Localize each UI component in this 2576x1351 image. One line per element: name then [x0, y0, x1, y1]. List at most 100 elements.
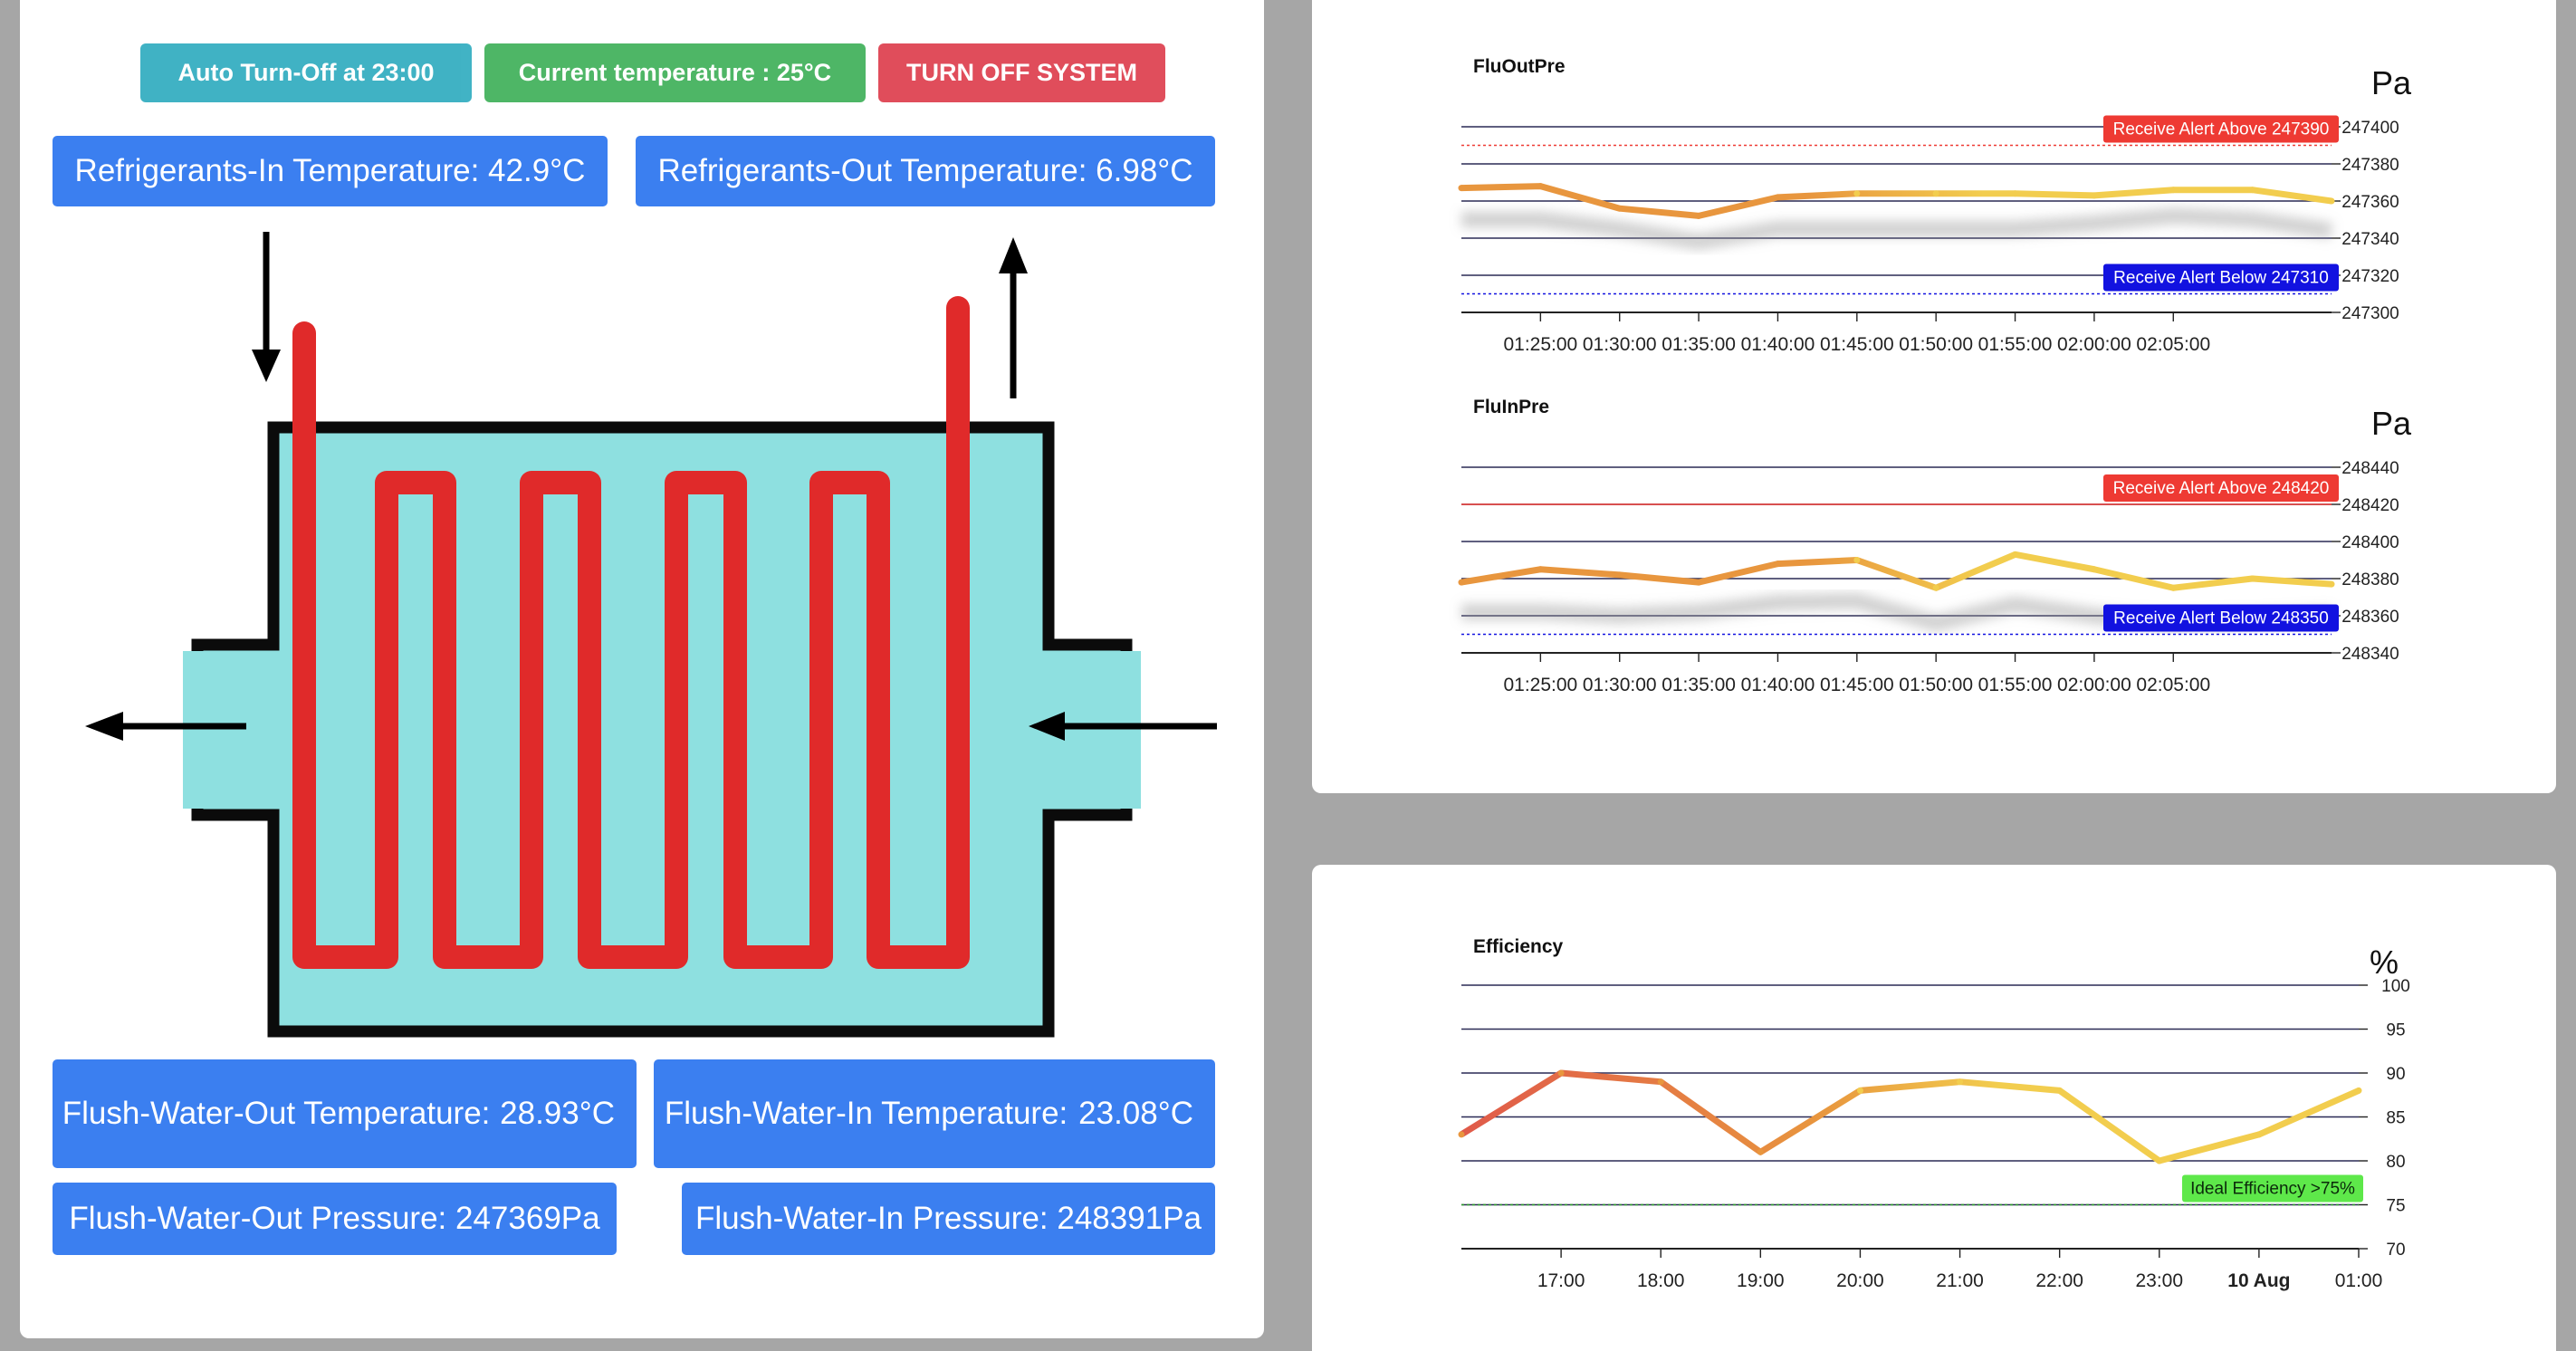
refrigerant-in-arrow [252, 232, 281, 382]
data-point [2169, 187, 2177, 194]
x-tick-label: 01:35:00 [1661, 675, 1736, 695]
data-point [2091, 566, 2098, 573]
x-tick-label: 01:30:00 [1583, 334, 1657, 355]
y-tick-label: 247400 [2341, 119, 2399, 138]
x-tick-label: 01:45:00 [1820, 675, 1894, 695]
chart-title: FluOutPre [1473, 56, 1566, 77]
turn-off-system-button[interactable]: TURN OFF SYSTEM [878, 43, 1165, 102]
data-point [2169, 584, 2177, 591]
y-tick-label: 248440 [2341, 459, 2399, 478]
data-point [1957, 1078, 1964, 1086]
x-tick-label: 22:00 [2035, 1270, 2083, 1291]
data-point [2255, 1131, 2263, 1138]
pressure-charts-panel: FluOutPre Pa 247300 247320 247340 247360 24738… [1312, 0, 2556, 793]
data-point [2249, 187, 2256, 194]
y-tick-label: 75 [2386, 1197, 2405, 1216]
data-point [2328, 197, 2335, 205]
data-point [1616, 205, 1623, 212]
x-tick-label: 01:40:00 [1741, 675, 1815, 695]
x-tick-label: 01:30:00 [1583, 675, 1657, 695]
y-tick-label: 248380 [2341, 570, 2399, 589]
data-point [1932, 584, 1939, 591]
y-tick-label: 247340 [2341, 230, 2399, 249]
data-point [1932, 190, 1939, 197]
series-line [1460, 551, 2332, 591]
current-temperature-badge: Current temperature : 25°C [484, 43, 866, 102]
data-point [1695, 212, 1702, 219]
alert-label-box [2103, 263, 2339, 292]
x-tick-label: 01:50:00 [1899, 334, 1973, 355]
data-point [1557, 1069, 1565, 1077]
refrigerant-coil [292, 296, 970, 969]
y-tick-label: 247360 [2341, 193, 2399, 212]
alert-label: Receive Alert Below 248350 [2113, 609, 2329, 628]
y-tick-label: 248420 [2341, 496, 2399, 515]
refrigerants-in-temperature: Refrigerants-In Temperature: 42.9°C [53, 136, 608, 206]
x-tick-label: 23:00 [2135, 1270, 2183, 1291]
auto-turn-off-button[interactable]: Auto Turn-Off at 23:00 [140, 43, 472, 102]
chart-unit: % [2370, 944, 2399, 981]
x-tick-label: 01:55:00 [1978, 675, 2053, 695]
y-tick-label: 95 [2386, 1021, 2405, 1040]
x-tick-label: 10 Aug [2227, 1270, 2290, 1291]
x-tick-label: 18:00 [1637, 1270, 1685, 1291]
x-tick-label: 01:40:00 [1741, 334, 1815, 355]
x-tick-label: 01:50:00 [1899, 675, 1973, 695]
heat-exchanger-diagram [85, 232, 1217, 1038]
x-tick-label: 17:00 [1537, 1270, 1585, 1291]
chart-title: Efficiency [1473, 936, 1564, 957]
alert-label-box [2182, 1174, 2363, 1202]
flush-water-out-temperature: Flush-Water-Out Temperature: 28.93°C [53, 1059, 637, 1168]
y-tick-label: 247320 [2341, 267, 2399, 286]
fluoutpre-chart: FluOutPre Pa 247300 247320 247340 247360 24738… [1458, 56, 2412, 355]
x-tick-label: 02:00:00 [2057, 334, 2131, 355]
flush-water-out-temperature-value: 28.93°C [500, 1096, 615, 1131]
y-tick-label: 80 [2386, 1153, 2405, 1172]
alert-label: Receive Alert Below 247310 [2113, 269, 2329, 288]
data-point [1458, 579, 1465, 586]
y-tick-label: 90 [2386, 1065, 2405, 1084]
chart-unit: Pa [2371, 405, 2412, 442]
data-point [1853, 190, 1861, 197]
alert-label-box [2103, 474, 2339, 502]
y-tick-label: 247300 [2341, 304, 2399, 323]
x-tick-label: 19:00 [1737, 1270, 1785, 1291]
data-point [2056, 1087, 2064, 1094]
x-tick-label: 02:00:00 [2057, 675, 2131, 695]
data-point [1616, 571, 1623, 579]
x-tick-label: 20:00 [1836, 1270, 1884, 1291]
series-line [1460, 183, 2332, 219]
flush-water-out-arrow [85, 712, 246, 741]
x-tick-label: 01:25:00 [1503, 675, 1577, 695]
series-shadow [1461, 207, 2333, 251]
data-point [2012, 551, 2019, 558]
data-point [2012, 190, 2019, 197]
y-tick-label: 70 [2386, 1241, 2405, 1260]
efficiency-chart: Efficiency % 70 75 80 85 90 95 100 17:00 18:00 19:0… [1458, 936, 2410, 1291]
y-tick-label: 248340 [2341, 645, 2399, 664]
flush-water-in-pressure: Flush-Water-In Pressure: 248391Pa [682, 1183, 1215, 1255]
data-point [1774, 561, 1781, 568]
data-point [2328, 580, 2335, 588]
data-point [2091, 192, 2098, 199]
x-tick-label: 01:55:00 [1978, 334, 2053, 355]
data-point [1757, 1148, 1764, 1155]
x-tick-label: 01:25:00 [1503, 334, 1577, 355]
data-point [1537, 183, 1544, 190]
alert-label-box [2103, 604, 2339, 632]
y-tick-label: 248400 [2341, 533, 2399, 552]
fluinpre-chart: FluInPre Pa 248340 248360 248380 248400 248420… [1458, 397, 2412, 695]
chart-title: FluInPre [1473, 397, 1549, 417]
data-point [2249, 575, 2256, 582]
y-tick-label: 248360 [2341, 608, 2399, 627]
refrigerants-out-temperature: Refrigerants-Out Temperature: 6.98°C [636, 136, 1215, 206]
x-tick-label: 01:00 [2335, 1270, 2383, 1291]
x-tick-label: 02:05:00 [2136, 675, 2210, 695]
data-point [1856, 1087, 1863, 1094]
refrigerant-out-arrow [999, 237, 1028, 398]
alert-label-box [2103, 115, 2339, 143]
chart-unit: Pa [2371, 64, 2412, 101]
data-point [1657, 1078, 1664, 1086]
data-point [2156, 1157, 2163, 1164]
x-tick-label: 01:45:00 [1820, 334, 1894, 355]
